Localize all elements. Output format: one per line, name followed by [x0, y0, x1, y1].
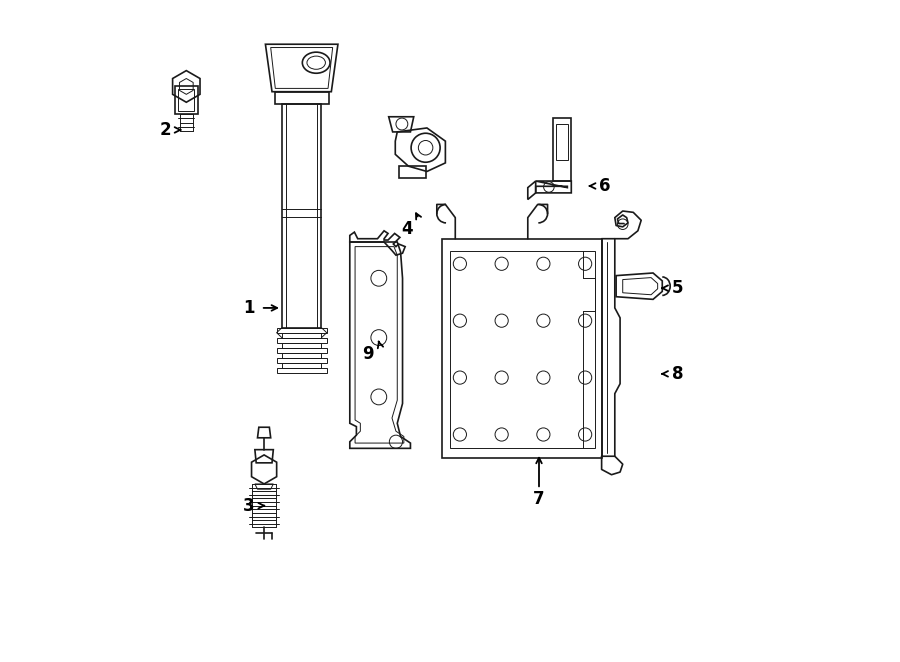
Text: 5: 5: [671, 279, 683, 297]
Text: 6: 6: [599, 177, 611, 195]
Text: 8: 8: [671, 365, 683, 383]
Text: 4: 4: [401, 220, 413, 238]
Text: 3: 3: [243, 496, 255, 514]
Text: 2: 2: [159, 121, 171, 139]
Text: 7: 7: [533, 490, 544, 508]
Text: 1: 1: [243, 299, 255, 317]
Text: 9: 9: [362, 345, 374, 363]
